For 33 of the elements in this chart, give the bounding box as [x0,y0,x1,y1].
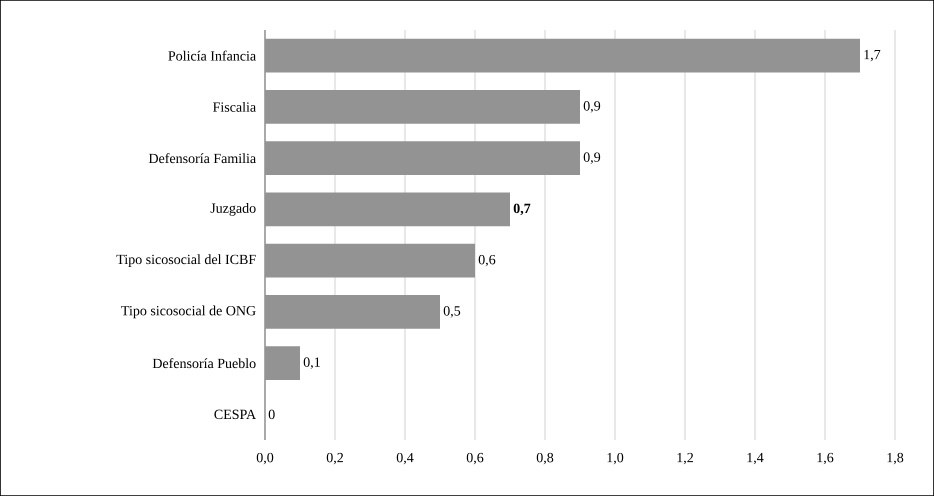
data-label: 1,7 [864,50,880,62]
bar [265,38,860,73]
bar [265,294,440,329]
data-label: 0,9 [584,101,600,113]
y-tick-label: CESPA [214,410,256,420]
y-tick-label: Policía Infancia [168,50,256,61]
x-tick-label: 1,4 [747,452,764,464]
data-label: 0,1 [304,357,320,369]
y-tick-label: Fiscalia [212,102,256,112]
x-tick-label: 0,8 [536,452,554,464]
bar [265,90,580,124]
data-label: 0,7 [514,204,530,216]
y-tick-label: Juzgado [210,203,256,216]
x-tick-label: 1,6 [817,452,834,464]
bar [265,192,510,226]
y-tick-label: Tipo sicosocial del ICBF [116,254,256,267]
y-tick-label: Tipo sicosocial de ONG [121,306,256,318]
y-tick-label: Defensoría Familia [148,153,256,164]
x-tick-label: 0,4 [396,452,414,464]
data-label: 0 [268,410,275,420]
x-tick-label: 1,8 [887,452,904,464]
y-tick-label: Defensoría Pueblo [152,358,256,368]
x-tick-label: 0,2 [326,452,343,464]
data-label: 0,6 [478,254,496,266]
x-tick-label: 1,2 [677,452,693,464]
bar [265,244,475,278]
x-tick-label: 1,0 [607,452,624,464]
x-tick-label: 0,6 [466,452,484,464]
bar [265,346,300,380]
data-label: 0,5 [444,306,460,318]
data-label: 0,9 [584,152,600,164]
bar [265,141,580,176]
x-tick-label: 0,0 [256,452,274,464]
